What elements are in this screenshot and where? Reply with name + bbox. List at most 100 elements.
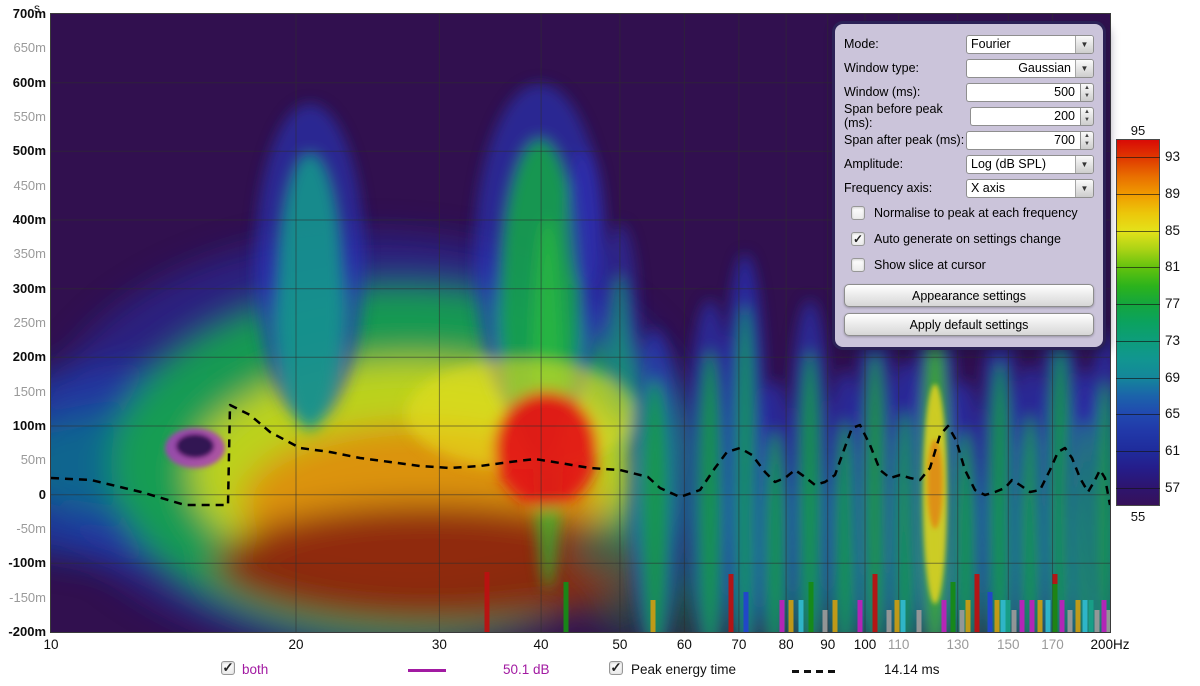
x-tick-label: 150 xyxy=(997,637,1020,652)
y-tick-label: 450m xyxy=(13,177,46,193)
plot-area[interactable] xyxy=(50,13,1111,633)
spinner-up-icon[interactable]: ▲ xyxy=(1084,84,1090,91)
x-tick-label: 50 xyxy=(612,637,628,652)
colorbar-tick xyxy=(1116,304,1160,306)
normalise-row: Normalise to peak at each frequency xyxy=(844,200,1094,226)
colorbar-tick-label: 85 xyxy=(1165,222,1181,238)
colorbar-tick-label: 65 xyxy=(1165,406,1181,422)
colorbar-tick xyxy=(1116,487,1160,489)
y-tick-label: 650m xyxy=(13,40,46,56)
auto-generate-checkbox[interactable]: ✓ xyxy=(851,232,865,246)
span-after-label: Span after peak (ms): xyxy=(844,133,965,147)
peak-energy-checkbox[interactable]: ✓ xyxy=(609,660,623,675)
amplitude-row: Amplitude: Log (dB SPL) ▼ xyxy=(844,152,1094,176)
colorbar-tick-label: 73 xyxy=(1165,332,1181,348)
show-slice-label: Show slice at cursor xyxy=(874,258,986,272)
colorbar-tick-label: 57 xyxy=(1165,479,1181,495)
colorbar-tick xyxy=(1116,230,1160,232)
y-tick-label: 0 xyxy=(38,486,46,502)
dropdown-arrow-icon[interactable]: ▼ xyxy=(1075,59,1093,77)
y-tick-label: -150m xyxy=(9,589,46,605)
spinner-down-icon[interactable]: ▼ xyxy=(1084,141,1090,147)
frequency-axis-combobox[interactable]: X axis ▼ xyxy=(966,178,1094,198)
normalise-checkbox[interactable] xyxy=(851,206,865,220)
y-tick-label: -100m xyxy=(8,555,46,571)
mode-value: Fourier xyxy=(971,36,1011,51)
amplitude-label: Amplitude: xyxy=(844,157,904,171)
colorbar xyxy=(1116,139,1160,506)
normalise-label: Normalise to peak at each frequency xyxy=(874,206,1078,220)
show-slice-row: Show slice at cursor xyxy=(844,252,1094,278)
colorbar-tick xyxy=(1116,157,1160,159)
colorbar-tick xyxy=(1116,450,1160,452)
mode-row: Mode: Fourier ▼ xyxy=(844,32,1094,56)
both-label: both xyxy=(242,662,269,677)
x-tick-label: 60 xyxy=(676,637,692,652)
y-tick-label: 600m xyxy=(12,74,46,90)
x-tick-label: 200Hz xyxy=(1090,637,1130,652)
show-slice-checkbox[interactable] xyxy=(851,258,865,272)
window-type-combobox[interactable]: Gaussian ▼ xyxy=(966,58,1094,78)
y-tick-label: 500m xyxy=(12,143,46,159)
colorbar-tick-label: 81 xyxy=(1165,259,1181,275)
span-before-value[interactable]: 200 xyxy=(970,106,1080,126)
span-before-spinner[interactable]: 200 ▲ ▼ xyxy=(970,106,1094,126)
dropdown-arrow-icon[interactable]: ▼ xyxy=(1075,179,1093,197)
colorbar-tick xyxy=(1116,194,1160,196)
colorbar-tick-label: 77 xyxy=(1165,296,1181,312)
y-tick-label: 350m xyxy=(13,246,46,262)
colorbar-tick xyxy=(1116,340,1160,342)
x-tick-label: 20 xyxy=(288,637,304,652)
settings-panel: Mode: Fourier ▼ Window type: Gaussian ▼ … xyxy=(832,21,1106,350)
window-ms-spinner[interactable]: 500 ▲ ▼ xyxy=(966,82,1094,102)
span-after-spinner[interactable]: 700 ▲ ▼ xyxy=(966,130,1094,150)
window-type-label: Window type: xyxy=(844,61,920,75)
window-ms-value[interactable]: 500 xyxy=(966,82,1080,102)
dropdown-arrow-icon[interactable]: ▼ xyxy=(1075,35,1093,53)
spinner-up-icon[interactable]: ▲ xyxy=(1084,108,1090,115)
spinner-down-icon[interactable]: ▼ xyxy=(1084,117,1090,123)
auto-generate-label: Auto generate on settings change xyxy=(874,232,1061,246)
x-tick-label: 130 xyxy=(946,637,969,652)
colorbar-tick-label: 93 xyxy=(1165,149,1181,165)
x-tick-label: 90 xyxy=(820,637,836,652)
mode-marker-bars xyxy=(484,572,1110,632)
appearance-settings-button[interactable]: Appearance settings xyxy=(844,284,1094,307)
spectrogram-heatmap xyxy=(51,14,1110,632)
x-tick-label: 30 xyxy=(431,637,447,652)
colorbar-tick xyxy=(1116,377,1160,379)
colorbar-max-label: 95 xyxy=(1130,123,1146,138)
window-type-value: Gaussian xyxy=(1018,60,1071,75)
amplitude-combobox[interactable]: Log (dB SPL) ▼ xyxy=(966,154,1094,174)
y-tick-label: 550m xyxy=(13,109,46,124)
dropdown-arrow-icon[interactable]: ▼ xyxy=(1075,155,1093,173)
colorbar-min-label: 55 xyxy=(1130,509,1146,524)
amplitude-value: Log (dB SPL) xyxy=(971,156,1047,171)
span-after-value[interactable]: 700 xyxy=(966,130,1080,150)
spinner-down-icon[interactable]: ▼ xyxy=(1084,93,1090,99)
window-ms-row: Window (ms): 500 ▲ ▼ xyxy=(844,80,1094,104)
x-tick-label: 70 xyxy=(731,637,747,652)
colorbar-tick-label: 61 xyxy=(1165,442,1181,458)
y-axis-unit-label: s xyxy=(34,1,40,15)
mode-combobox[interactable]: Fourier ▼ xyxy=(966,34,1094,54)
y-tick-label: 400m xyxy=(12,212,46,227)
apply-default-settings-button[interactable]: Apply default settings xyxy=(844,313,1094,336)
window-type-row: Window type: Gaussian ▼ xyxy=(844,56,1094,80)
span-after-row: Span after peak (ms): 700 ▲ ▼ xyxy=(844,128,1094,152)
y-tick-label: 150m xyxy=(13,383,46,399)
mode-label: Mode: xyxy=(844,37,879,51)
colorbar-tick-label: 69 xyxy=(1165,369,1181,385)
x-tick-label: 80 xyxy=(778,637,794,652)
y-tick-label: 100m xyxy=(12,418,46,433)
colorbar-tick xyxy=(1116,267,1160,269)
x-tick-label: 40 xyxy=(533,637,549,652)
y-tick-label: 50m xyxy=(20,452,46,468)
window-ms-label: Window (ms): xyxy=(844,85,921,99)
spinner-up-icon[interactable]: ▲ xyxy=(1084,132,1090,139)
both-checkbox[interactable]: ✓ xyxy=(221,660,235,675)
peak-energy-time-value: 14.14 ms xyxy=(884,662,940,677)
y-tick-label: 700m xyxy=(12,6,46,21)
auto-generate-row: ✓ Auto generate on settings change xyxy=(844,226,1094,252)
